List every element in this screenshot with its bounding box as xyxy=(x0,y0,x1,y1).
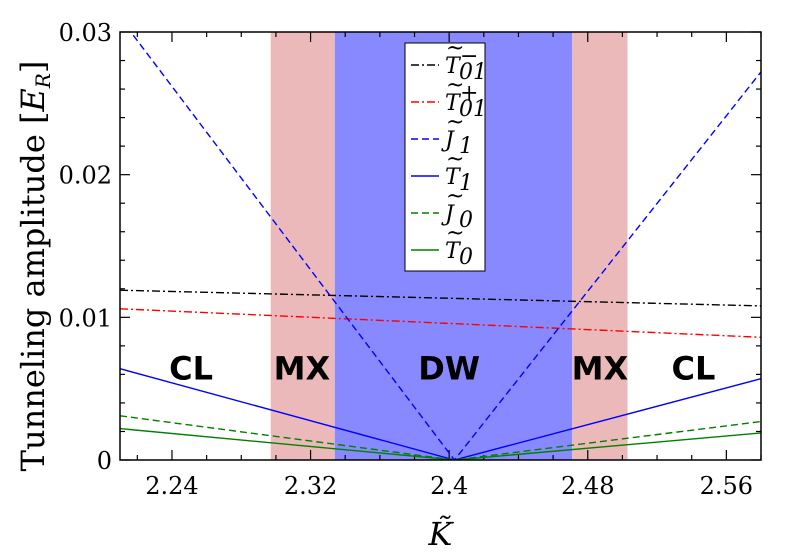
region-mx-3 xyxy=(572,32,628,460)
legend-tilde-4: ~ xyxy=(446,184,464,209)
series-lines xyxy=(120,32,761,460)
legend-sub-3: 1 xyxy=(459,171,473,196)
legend-sub-2: 1 xyxy=(459,134,473,159)
region-label-mx-3: MX xyxy=(572,349,629,387)
legend-label-0: T xyxy=(445,54,462,79)
legend-label-1: T xyxy=(445,91,462,116)
legend-label-4: J xyxy=(441,202,455,227)
axis-titles: Tunneling amplitude [ER] K̃ xyxy=(14,61,455,553)
region-cl-0 xyxy=(120,32,271,460)
legend-tilde-3: ~ xyxy=(446,147,464,172)
region-labels: CL MX DW MX CL xyxy=(169,349,715,387)
y-tick-label-1: 0.01 xyxy=(59,304,112,332)
legend-label-2: J xyxy=(441,128,455,153)
legend-sub-1: 01 xyxy=(459,97,487,122)
region-label-cl-0: CL xyxy=(169,349,213,387)
legend-label-3: T xyxy=(445,165,462,190)
legend-tilde-2: ~ xyxy=(446,110,464,135)
region-cl-4 xyxy=(627,32,761,460)
legend-tilde-5: ~ xyxy=(446,221,464,246)
x-tick-label-1: 2.32 xyxy=(284,472,337,500)
series-line-j1 xyxy=(129,32,761,460)
legend-sub-4: 0 xyxy=(459,208,473,233)
legend-label-5: T xyxy=(445,239,462,264)
y-tick-label-2: 0.02 xyxy=(59,162,112,190)
region-label-cl-4: CL xyxy=(671,349,715,387)
legend-tilde-0: ~ xyxy=(446,36,464,61)
x-tick-label-0: 2.24 xyxy=(145,472,198,500)
legend-sup-1: + xyxy=(460,81,478,106)
y-axis-title: Tunneling amplitude [ER] xyxy=(14,61,55,472)
legend-sup-0: − xyxy=(460,44,478,69)
series-line-j0 xyxy=(120,415,761,460)
x-tick-label-4: 2.56 xyxy=(700,472,753,500)
legend: T~01−T~01+J~1T~1J~0T~0 xyxy=(404,36,487,272)
series-line-t01-plus xyxy=(120,308,761,338)
y-tick-label-0: 0 xyxy=(97,447,112,475)
tick-labels: 2.24 2.32 2.4 2.48 2.56 0 0.01 0.02 0.03 xyxy=(59,19,754,500)
legend-tilde-1: ~ xyxy=(446,73,464,98)
x-tick-label-2: 2.4 xyxy=(430,472,468,500)
series-line-t1 xyxy=(120,368,761,460)
legend-box xyxy=(404,42,486,272)
phase-regions xyxy=(120,32,761,460)
x-axis-title: K̃ xyxy=(428,515,455,553)
plot-frame xyxy=(119,31,762,461)
y-tick-label-3: 0.03 xyxy=(59,19,112,47)
region-mx-1 xyxy=(270,32,335,460)
legend-sub-5: 0 xyxy=(459,245,473,270)
series-line-t01-minus xyxy=(120,289,761,307)
legend-sub-0: 01 xyxy=(459,60,487,85)
region-label-mx-1: MX xyxy=(274,349,331,387)
series-line-t0 xyxy=(120,427,761,460)
region-label-dw-2: DW xyxy=(418,349,480,387)
x-tick-label-3: 2.48 xyxy=(561,472,614,500)
